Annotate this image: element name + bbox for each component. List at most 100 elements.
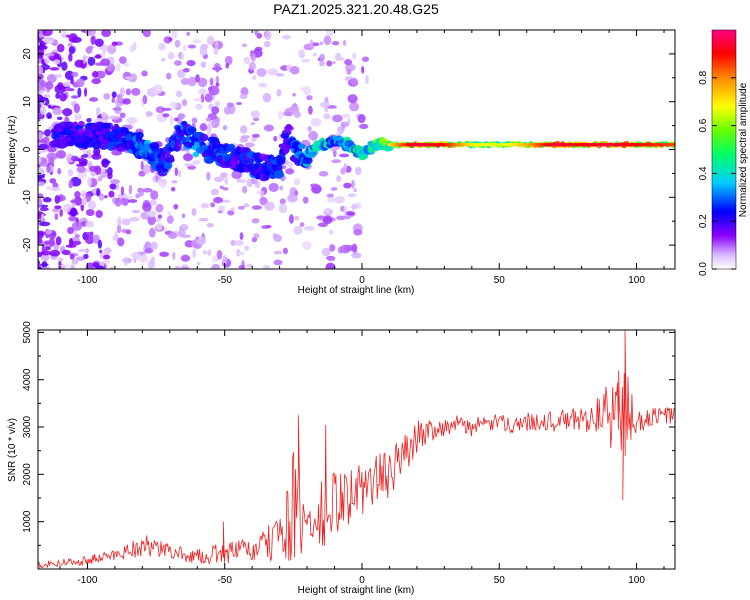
colorbar-label: Normalized spectral amplitude bbox=[738, 82, 749, 217]
heatmap-cell bbox=[306, 95, 313, 101]
heatmap-cell bbox=[74, 124, 83, 131]
heatmap-cell bbox=[48, 104, 52, 109]
heatmap-cell bbox=[41, 30, 53, 37]
heatmap-cell bbox=[39, 207, 49, 212]
heatmap-cell bbox=[121, 218, 131, 226]
heatmap-cell bbox=[55, 92, 61, 99]
x-tick-label: 0 bbox=[359, 575, 365, 586]
heatmap-cell bbox=[309, 39, 314, 47]
heatmap-cell bbox=[178, 227, 186, 238]
heatmap-cell bbox=[276, 89, 282, 97]
heatmap-cell bbox=[38, 198, 43, 208]
snr-y-axis: 1000 2000 3000 4000 5000 bbox=[22, 321, 675, 546]
heatmap-cell bbox=[92, 234, 100, 244]
heatmap-cell bbox=[47, 115, 52, 119]
heatmap-cell bbox=[97, 239, 103, 249]
heatmap-cell bbox=[238, 264, 246, 269]
heatmap-cell bbox=[155, 106, 165, 114]
heatmap-cell bbox=[337, 126, 345, 134]
heatmap-cell bbox=[293, 178, 301, 186]
heatmap-cell bbox=[39, 79, 46, 88]
heatmap-cell bbox=[42, 37, 52, 42]
heatmap-cell bbox=[55, 236, 62, 246]
heatmap-cell bbox=[38, 52, 43, 59]
heatmap-cell bbox=[184, 240, 194, 248]
heatmap-cell bbox=[85, 208, 95, 216]
heatmap-cell bbox=[91, 70, 99, 78]
y-tick-label: -20 bbox=[22, 237, 33, 252]
snr-frame bbox=[37, 329, 676, 570]
heatmap-cell bbox=[122, 195, 134, 199]
heatmap-cell bbox=[71, 240, 82, 246]
heatmap-cell bbox=[162, 113, 170, 118]
heatmap-cell bbox=[325, 262, 336, 269]
heatmap-cell bbox=[46, 164, 51, 174]
heatmap-cell bbox=[214, 139, 221, 146]
heatmap-cell bbox=[325, 30, 335, 37]
heatmap-cell bbox=[115, 62, 121, 72]
heatmap-cell bbox=[95, 54, 102, 59]
heatmap-cell bbox=[230, 207, 235, 212]
heatmap-cell bbox=[70, 176, 82, 187]
heatmap-cell bbox=[170, 186, 176, 192]
x-tick-label: 50 bbox=[494, 575, 506, 586]
heatmap-cell bbox=[187, 76, 197, 87]
heatmap-cell bbox=[209, 77, 214, 86]
heatmap-cell bbox=[351, 179, 355, 189]
heatmap-cell bbox=[76, 78, 85, 88]
heatmap-cell bbox=[292, 92, 296, 97]
heatmap-cell bbox=[92, 261, 100, 268]
heatmap-cell bbox=[317, 222, 328, 228]
heatmap-cell bbox=[176, 69, 186, 79]
heatmap-cell bbox=[118, 56, 127, 64]
heatmap-cell bbox=[100, 111, 107, 118]
heatmap-cell bbox=[56, 116, 63, 121]
snr-panel: -100 -50 0 50 100 1000 2000 3000 4000 5000 Heigh… bbox=[7, 321, 676, 596]
heatmap-cell bbox=[80, 160, 88, 167]
heatmap-cell bbox=[161, 107, 172, 112]
heatmap-cell bbox=[39, 105, 47, 116]
heatmap-cell bbox=[111, 41, 118, 46]
heatmap-cell bbox=[226, 102, 234, 108]
heatmap-cell bbox=[231, 170, 243, 180]
heatmap-cell bbox=[58, 261, 62, 266]
heatmap-cell bbox=[38, 97, 48, 102]
heatmap-cell bbox=[73, 103, 80, 114]
x-tick-label: 50 bbox=[494, 275, 506, 286]
heatmap-cell bbox=[207, 249, 212, 256]
heatmap-cell bbox=[224, 55, 233, 66]
snr-y-label: SNR (10 * v/v) bbox=[7, 418, 18, 482]
heatmap-cell bbox=[180, 254, 191, 262]
heatmap-cell bbox=[210, 202, 216, 208]
heatmap-cell bbox=[44, 52, 55, 57]
y-tick-label: 2000 bbox=[22, 463, 33, 486]
heatmap-cell bbox=[273, 259, 283, 266]
heatmap-cell bbox=[76, 171, 88, 180]
heatmap-cell bbox=[83, 253, 89, 260]
heatmap-cell bbox=[49, 178, 57, 184]
heatmap-cell bbox=[87, 56, 96, 66]
heatmap-cell bbox=[344, 59, 353, 66]
heatmap-cell bbox=[38, 149, 45, 153]
heatmap-cell bbox=[142, 30, 151, 38]
heatmap-cell bbox=[216, 250, 223, 260]
heatmap-cell bbox=[250, 122, 256, 126]
heatmap-cell bbox=[67, 42, 73, 47]
heatmap-y-label: Frequency (Hz) bbox=[7, 116, 18, 185]
heatmap-cell bbox=[198, 88, 207, 95]
heatmap-cell bbox=[167, 231, 178, 240]
heatmap-cell bbox=[52, 208, 60, 213]
heatmap-cell bbox=[49, 236, 55, 247]
heatmap-cell bbox=[49, 249, 61, 257]
x-tick-label: 100 bbox=[628, 575, 645, 586]
heatmap-cell bbox=[294, 215, 300, 221]
heatmap-x-axis: -100 -50 0 50 100 bbox=[59, 30, 665, 286]
heatmap-cell bbox=[109, 115, 120, 120]
heatmap-cell bbox=[182, 67, 190, 73]
heatmap-cell bbox=[128, 184, 133, 195]
heatmap-cell bbox=[319, 53, 325, 62]
heatmap-cell bbox=[145, 111, 153, 117]
heatmap-cell bbox=[107, 172, 113, 180]
colorbar: 0.0 0.2 0.4 0.6 0.8 Normalized spectral ampl… bbox=[698, 29, 749, 276]
heatmap-cell bbox=[268, 182, 279, 192]
